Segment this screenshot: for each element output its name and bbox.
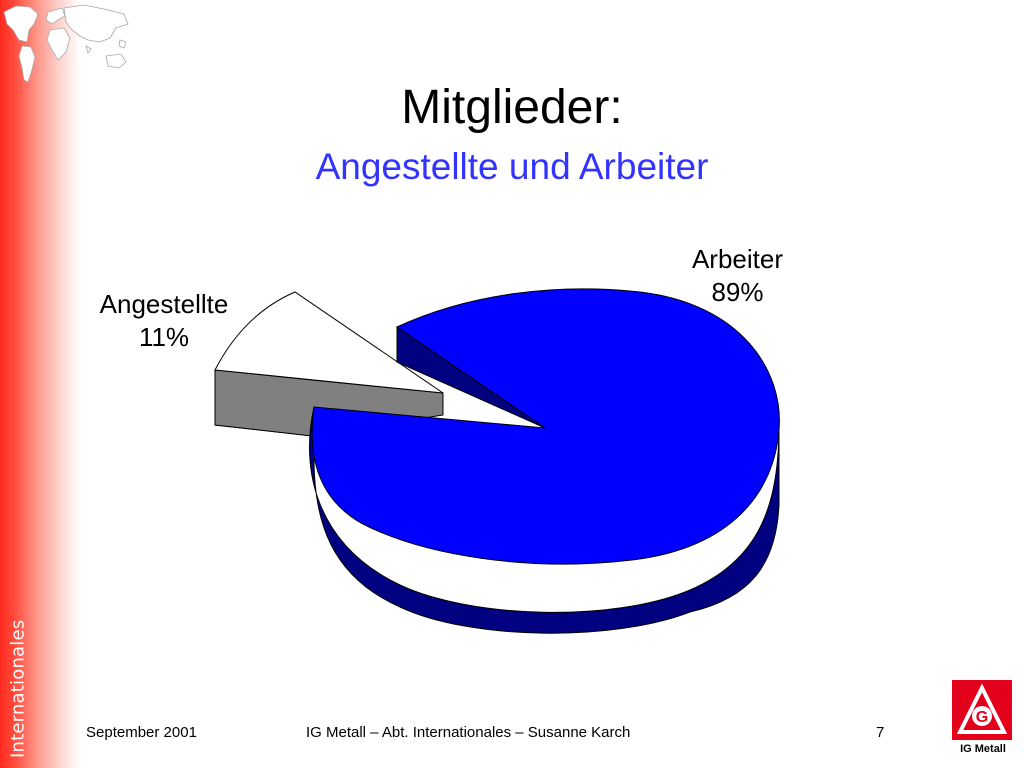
side-band <box>0 0 80 768</box>
arbeiter-slice <box>311 288 780 565</box>
ig-metall-logo: G IG Metall <box>952 680 1012 758</box>
arbeiter-label-value: 89% <box>711 277 764 307</box>
footer-date: September 2001 <box>86 724 197 741</box>
angestellte-label-name: Angestellte <box>99 289 229 319</box>
ig-metall-emblem-icon: G <box>956 683 1008 734</box>
ig-metall-logo-box: G <box>952 680 1012 740</box>
arbeiter-label-name: Arbeiter <box>691 244 784 274</box>
angestellte-slice <box>214 291 444 394</box>
world-map-decoration <box>3 4 129 83</box>
page-number: 7 <box>876 724 885 741</box>
logo-text: IG Metall <box>960 743 1006 755</box>
arbeiter-data-label: Arbeiter 89% <box>650 243 825 309</box>
angestellte-data-label: Angestellte 11% <box>74 288 254 354</box>
slide-title: Mitglieder: <box>401 81 623 134</box>
logo-letter: G <box>976 709 988 726</box>
slide-subtitle: Angestellte und Arbeiter <box>315 146 709 187</box>
angestellte-label-value: 11% <box>138 322 190 352</box>
footer-center: IG Metall – Abt. Internationales – Susan… <box>306 724 631 741</box>
